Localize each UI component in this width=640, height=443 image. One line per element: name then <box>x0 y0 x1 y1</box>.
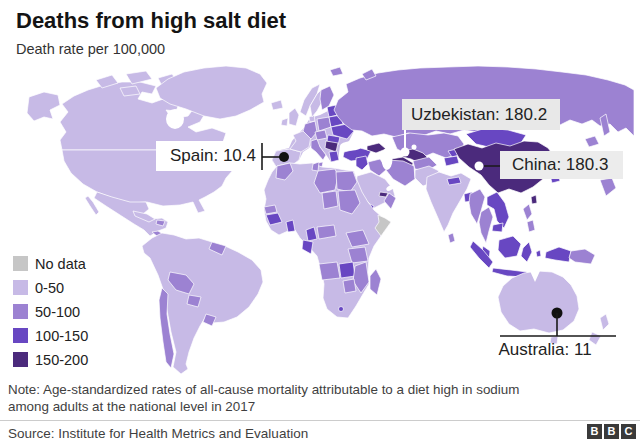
country-lesotho <box>339 307 344 312</box>
country-cambodia <box>492 223 503 232</box>
country-new-zealand-north <box>600 314 609 330</box>
country-levant <box>356 156 368 170</box>
country-sri-lanka <box>448 233 455 243</box>
page-subtitle: Death rate per 100,000 <box>16 41 165 57</box>
country-moluccas <box>536 250 541 257</box>
legend-swatch-no-data <box>13 256 28 271</box>
country-taiwan <box>531 195 537 204</box>
country-senegal <box>264 205 277 214</box>
annotation-uzbekistan: Uzbekistan: 180.2 <box>402 99 560 130</box>
country-ghana <box>286 220 295 232</box>
page-title: Deaths from high salt diet <box>16 8 286 34</box>
china-marker-dot <box>475 162 484 171</box>
legend-row-50-100: 50-100 <box>13 304 88 319</box>
country-madagascar <box>370 269 381 295</box>
legend-row-150-200: 150-200 <box>13 352 88 367</box>
country-ireland <box>281 118 288 126</box>
legend: No data 0-50 50-100 100-150 150-200 <box>13 256 88 376</box>
legend-row-100-150: 100-150 <box>13 328 88 343</box>
annotation-australia: Australia: 11 <box>490 340 600 360</box>
country-chad <box>322 191 338 209</box>
country-zimbabwe <box>343 279 356 293</box>
world-map: Uzbekistan: 180.2 China: 180.3 Spain: 10… <box>0 0 640 443</box>
legend-swatch-150-200 <box>13 352 28 367</box>
country-iceland <box>271 100 283 110</box>
spain-marker-dot <box>279 152 289 162</box>
bbc-logo: B B C <box>585 424 636 439</box>
country-alaska <box>27 92 60 121</box>
country-papua-new-guinea <box>569 249 595 264</box>
country-gabon-congo <box>302 240 313 254</box>
country-greece <box>329 151 339 162</box>
legend-swatch-50-100 <box>13 304 28 319</box>
country-libya <box>314 169 338 193</box>
legend-row-0-50: 0-50 <box>13 280 88 295</box>
uzbekistan-marker-dot <box>401 148 410 157</box>
country-angola <box>319 262 340 280</box>
country-tajikistan <box>444 156 459 166</box>
country-uae <box>379 192 388 197</box>
country-philippines2 <box>527 220 535 232</box>
country-sulawesi <box>521 242 532 262</box>
country-philippines <box>523 204 532 220</box>
country-japan-hokkaido <box>585 136 599 147</box>
bbc-block-b2: B <box>604 424 619 439</box>
country-zambia <box>339 262 355 278</box>
country-papua-west <box>545 247 571 262</box>
note-text: Note: Age-standardized rates of all-caus… <box>8 381 519 415</box>
country-australia <box>498 271 579 333</box>
note-line-2: among adults at the national level in 20… <box>8 398 519 415</box>
source-text: Source: Institute for Health Metrics and… <box>8 426 308 441</box>
country-japan-south <box>600 178 616 196</box>
annotation-china: China: 180.3 <box>500 151 623 179</box>
country-thailand <box>479 207 493 243</box>
footer-divider <box>0 420 640 421</box>
country-uk <box>289 108 299 126</box>
bbc-block-b1: B <box>587 424 602 439</box>
country-czech-hungary <box>315 130 327 140</box>
country-arctic-islands4 <box>120 86 140 96</box>
country-tanzania <box>348 247 368 263</box>
bbc-block-c: C <box>621 424 636 439</box>
legend-swatch-0-50 <box>13 280 28 295</box>
legend-row-no-data: No data <box>13 256 88 271</box>
legend-swatch-100-150 <box>13 328 28 343</box>
country-borneo <box>498 236 521 258</box>
annotation-spain: Spain: 10.4 <box>156 141 260 171</box>
country-svalbard <box>330 67 343 76</box>
choropleth-svg <box>0 0 640 443</box>
note-line-1: Note: Age-standardized rates of all-caus… <box>8 381 519 398</box>
